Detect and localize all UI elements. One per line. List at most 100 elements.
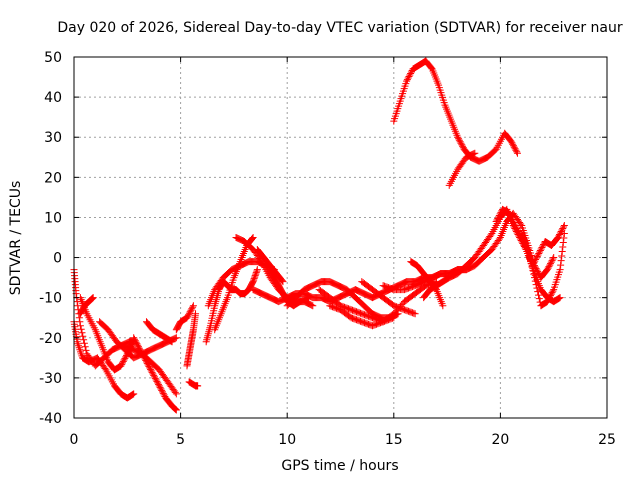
- data-point: [249, 278, 257, 286]
- data-point: [89, 294, 97, 302]
- data-point: [557, 257, 565, 265]
- y-tick-label: 30: [44, 130, 62, 146]
- x-tick-label: 15: [385, 432, 403, 448]
- data-point: [153, 377, 161, 385]
- data-point: [524, 246, 532, 254]
- series-arc-29: [390, 57, 521, 165]
- series-arc-2: [70, 318, 138, 402]
- data-point: [131, 337, 139, 345]
- series-arc-21: [326, 278, 440, 330]
- data-point: [147, 367, 155, 375]
- data-point: [77, 325, 85, 333]
- data-point: [148, 368, 156, 376]
- data-point: [527, 256, 535, 264]
- data-point: [549, 287, 557, 295]
- data-point: [558, 248, 566, 256]
- data-point: [142, 358, 150, 366]
- data-point: [250, 275, 258, 283]
- x-axis: 0 5 10 15 20 25: [70, 57, 616, 448]
- data-point: [189, 303, 197, 311]
- data-point: [135, 344, 143, 352]
- data-point: [250, 276, 258, 284]
- data-point: [406, 71, 414, 79]
- data-point: [405, 73, 413, 81]
- data-point: [471, 149, 479, 157]
- data-point: [513, 149, 521, 157]
- data-point: [529, 267, 537, 275]
- data-point: [506, 211, 514, 219]
- y-tick-label: 10: [44, 210, 62, 226]
- plot-frame: [73, 56, 608, 419]
- data-point: [458, 141, 466, 149]
- data-point: [152, 376, 160, 384]
- data-point: [533, 284, 541, 292]
- data-point: [142, 356, 150, 364]
- data-point: [74, 302, 82, 310]
- data-point: [534, 288, 542, 296]
- data-point: [492, 217, 500, 225]
- data-point: [168, 338, 176, 346]
- data-point: [514, 226, 522, 234]
- data-point: [158, 388, 166, 396]
- data-point: [184, 312, 192, 320]
- data-point: [536, 248, 544, 256]
- data-point: [80, 336, 88, 344]
- data-point: [76, 322, 84, 330]
- data-point: [505, 209, 513, 217]
- data-point: [556, 266, 564, 274]
- data-point: [403, 76, 411, 84]
- data-point: [138, 349, 146, 357]
- data-point: [141, 355, 149, 363]
- data-point: [509, 217, 517, 225]
- x-tick-label: 0: [70, 432, 79, 448]
- data-point: [560, 221, 568, 229]
- data-point: [146, 364, 154, 372]
- data-point: [171, 388, 179, 396]
- data-point: [547, 292, 555, 300]
- data-point: [512, 146, 520, 154]
- data-point: [117, 362, 125, 370]
- data-point: [78, 329, 86, 337]
- data-point: [539, 242, 547, 250]
- data-point: [185, 309, 193, 317]
- data-point: [156, 383, 164, 391]
- series-arc-10: [183, 310, 200, 370]
- data-point: [535, 291, 543, 299]
- data-point: [511, 220, 519, 228]
- data-point: [134, 341, 142, 349]
- data-point: [171, 405, 179, 413]
- data-point: [75, 314, 83, 322]
- data-point: [513, 148, 521, 156]
- data-point: [140, 353, 148, 361]
- data-point: [143, 359, 151, 367]
- data-point: [556, 294, 564, 302]
- data-point: [560, 234, 568, 242]
- data-point: [507, 137, 515, 145]
- data-point: [252, 270, 260, 278]
- data-point: [119, 359, 127, 367]
- data-point: [536, 247, 544, 255]
- data-point: [121, 354, 129, 362]
- data-point: [186, 308, 194, 316]
- data-point: [495, 213, 503, 221]
- data-point: [119, 357, 127, 365]
- data-point: [533, 266, 541, 274]
- data-point: [149, 370, 157, 378]
- data-point: [511, 145, 519, 153]
- data-point: [133, 340, 141, 348]
- data-point: [546, 261, 554, 269]
- data-point: [547, 258, 555, 266]
- data-point: [508, 215, 516, 223]
- x-tick-label: 5: [176, 432, 185, 448]
- data-point: [509, 142, 517, 150]
- data-point: [192, 310, 200, 318]
- data-point: [548, 289, 556, 297]
- data-point: [404, 74, 412, 82]
- data-point: [538, 244, 546, 252]
- data-point: [508, 139, 516, 147]
- data-point: [144, 361, 152, 369]
- data-point: [130, 334, 138, 342]
- data-point: [549, 255, 557, 263]
- data-point: [512, 223, 520, 231]
